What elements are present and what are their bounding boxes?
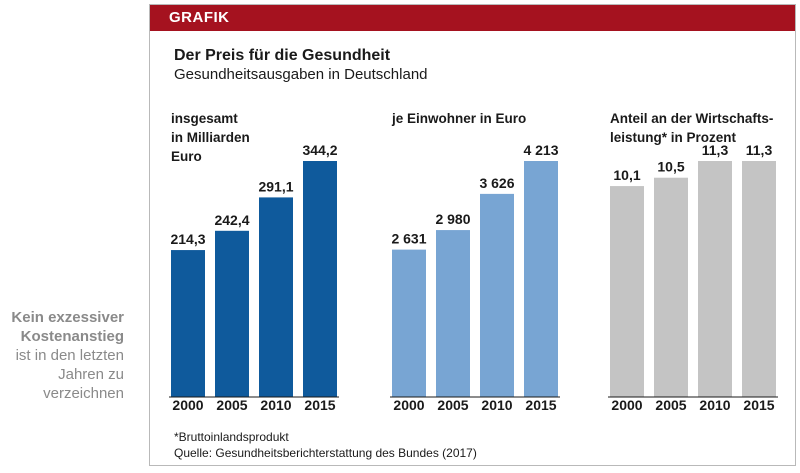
group-2-value-label-2010: 3 626: [479, 175, 514, 191]
group-1-bar-2000: [171, 250, 205, 397]
side-caption-line-1: Kein exzessiver: [11, 309, 124, 326]
group-3-category-label-2010: 2010: [699, 397, 730, 413]
group-3-category-label-2015: 2015: [743, 397, 774, 413]
group-2-category-label-2000: 2000: [393, 397, 424, 413]
group-2-bar-2000: [392, 249, 426, 397]
group-3-value-label-2000: 10,1: [613, 167, 640, 183]
group-3-value-label-2010: 11,3: [702, 142, 729, 158]
group-1-value-label-2010: 291,1: [258, 178, 293, 194]
group-2-category-label-2015: 2015: [525, 397, 556, 413]
group-3-category-label-2005: 2005: [655, 397, 686, 413]
group-3-category-label-2000: 2000: [611, 397, 642, 413]
group-1-label-line-2: in Milliarden: [171, 130, 250, 145]
group-1-category-label-2010: 2010: [260, 397, 291, 413]
group-3-label-line-1: Anteil an der Wirtschafts-: [610, 111, 773, 126]
group-1-bar-2005: [215, 230, 249, 397]
group-1-bar-2015: [303, 161, 337, 397]
source-note: Quelle: Gesundheitsberichterstattung des…: [174, 446, 477, 460]
group-1-bar-2010: [259, 197, 293, 397]
group-3-bar-2015: [742, 161, 776, 397]
group-3-value-label-2005: 10,5: [657, 159, 684, 175]
side-caption-line-2: Kostenanstieg: [20, 328, 124, 345]
group-1-value-label-2000: 214,3: [170, 231, 205, 247]
group-2-label-line-1: je Einwohner in Euro: [391, 111, 526, 126]
side-caption-line-5: verzeichnen: [43, 385, 124, 402]
group-1-value-label-2005: 242,4: [214, 212, 249, 228]
group-3-label-line-2: leistung* in Prozent: [610, 130, 737, 145]
group-3-bar-2005: [654, 177, 688, 397]
group-1-category-label-2000: 2000: [172, 397, 203, 413]
group-1-category-label-2005: 2005: [216, 397, 247, 413]
group-2-value-label-2015: 4 213: [523, 142, 558, 158]
side-caption-line-4: Jahren zu: [58, 366, 124, 383]
chart-title: Der Preis für die Gesundheit: [174, 47, 391, 64]
group-2-category-label-2010: 2010: [481, 397, 512, 413]
group-3-bar-2000: [610, 186, 644, 397]
group-1-category-label-2015: 2015: [304, 397, 335, 413]
group-2-value-label-2000: 2 631: [391, 231, 426, 247]
group-2-category-label-2005: 2005: [437, 397, 468, 413]
side-caption-line-3: ist in den letzten: [15, 347, 124, 364]
group-3-bar-2010: [698, 161, 732, 397]
bar-charts: insgesamt in Milliarden Euro 214,3 2000 242,4…: [169, 111, 778, 413]
chart-subtitle: Gesundheitsausgaben in Deutschland: [174, 66, 428, 83]
group-2-bar-2005: [436, 230, 470, 397]
group-2-value-label-2005: 2 980: [435, 211, 470, 227]
group-3-value-label-2015: 11,3: [746, 142, 773, 158]
group-1-label-line-3: Euro: [171, 149, 202, 164]
chart-panel: GRAFIK Der Preis für die Gesundheit Gesu…: [149, 4, 796, 466]
group-1-label-line-1: insgesamt: [171, 111, 238, 126]
group-2-bar-2010: [480, 193, 514, 397]
side-caption: Kein exzessiver Kostenanstieg ist in den…: [0, 308, 124, 403]
footnote: *Bruttoinlandsprodukt: [174, 430, 289, 444]
panel-header: GRAFIK: [150, 5, 795, 31]
group-1-value-label-2015: 344,2: [302, 142, 337, 158]
group-2-bar-2015: [524, 161, 558, 397]
panel-header-label: GRAFIK: [169, 9, 230, 26]
